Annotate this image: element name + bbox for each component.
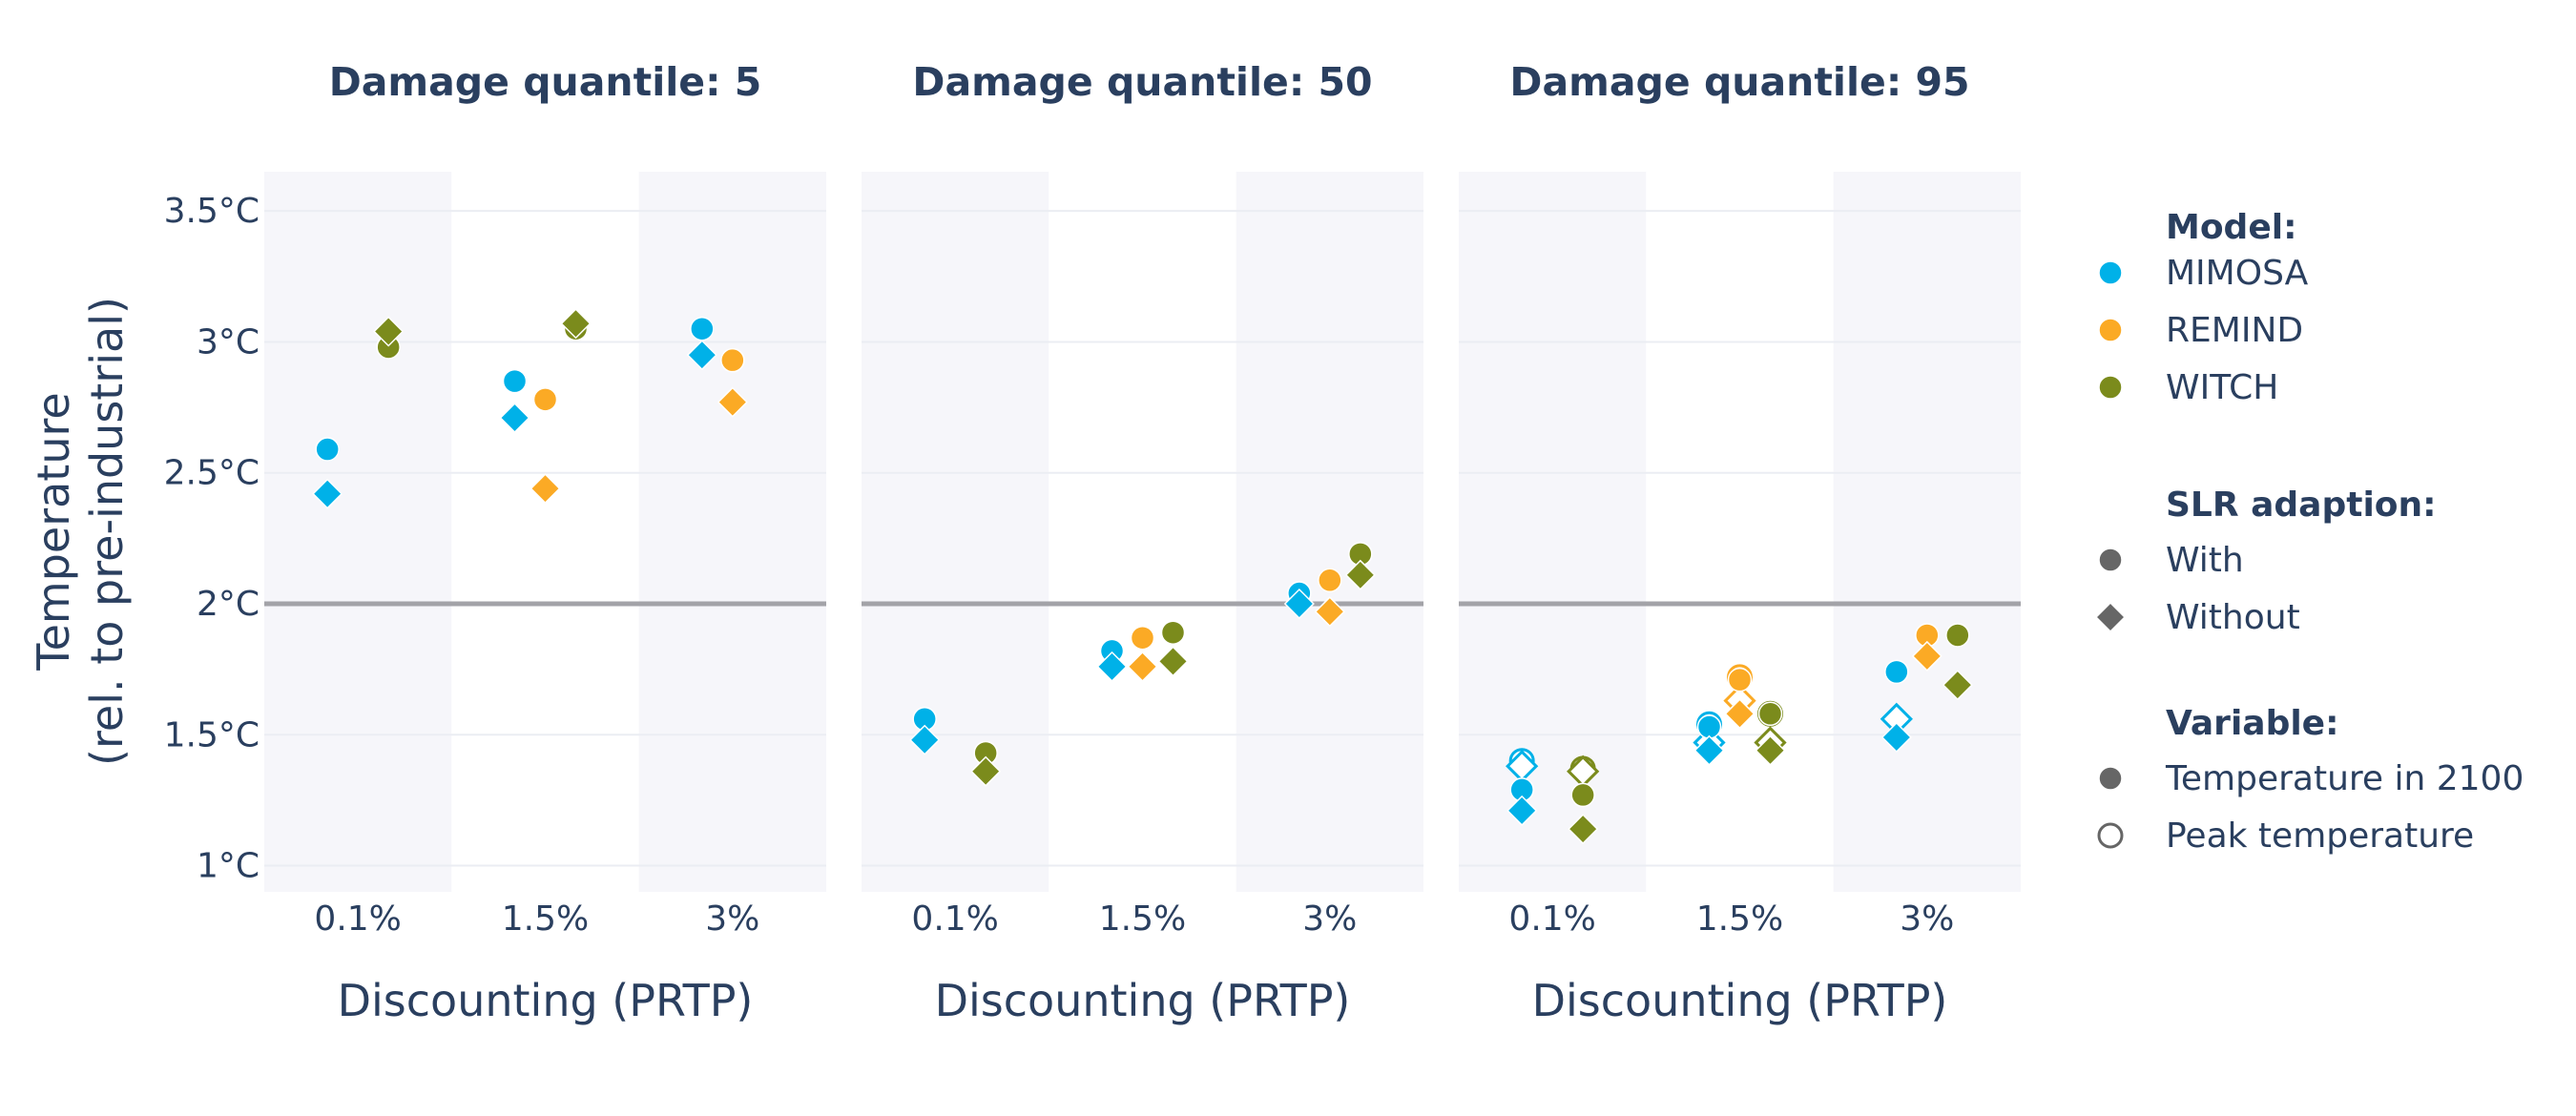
legend-item-label: REMIND [2166,311,2303,350]
legend-swatch-diamond [2094,601,2127,633]
data-point-remind [717,386,748,418]
category-band [1833,172,2021,892]
data-point-witch [970,755,1002,787]
legend-heading: Variable: [2166,704,2339,743]
x-tick-label: 0.1% [314,899,401,939]
y-tick-label: 1.5°C [164,715,260,754]
legend-item-label: Temperature in 2100 [2165,759,2524,798]
data-point-mimosa [1506,795,1538,826]
data-point-witch [373,316,405,347]
data-point-mimosa [686,340,717,371]
data-point-witch [1568,814,1599,845]
y-tick-label: 2°C [197,585,260,624]
y-axis-title-line: (rel. to pre-industrial) [81,297,133,766]
category-band [862,172,1049,892]
legend-item-label: MIMOSA [2166,254,2309,293]
legend-swatch-remind [2098,318,2123,342]
y-tick-label: 3.5°C [164,192,260,231]
data-point-mimosa [312,478,343,509]
legend-item-label: Without [2166,598,2300,637]
legend-swatch-circle [2098,548,2123,572]
category-band [1049,172,1236,892]
legend-swatch-mimosa [2098,260,2123,285]
data-point-mimosa [909,724,941,755]
data-point-mimosa [1283,588,1315,620]
legend-swatch-open [2097,822,2124,849]
data-point-witch [1570,782,1595,808]
data-point-remind [1724,698,1755,730]
panel-3: Damage quantile: 95 0.1% 1.5% 3% Discounting… [1459,59,2021,1026]
data-point-remind [720,347,745,373]
data-point-mimosa [1880,721,1912,754]
panel-title: Damage quantile: 5 [329,59,762,105]
legend-heading: Model: [2166,208,2296,247]
y-tick-label: 2.5°C [164,454,260,493]
data-points-layer [312,308,1973,845]
data-point-mimosa [1884,659,1909,685]
data-point-mimosa [690,316,715,341]
data-point-remind [532,387,558,412]
x-tick-label: 3% [1302,899,1357,939]
data-point-remind [1127,651,1158,682]
legend-swatch-witch [2098,375,2123,400]
data-point-witch [1160,620,1186,645]
x-axis-title: Discounting (PRTP) [935,975,1351,1026]
data-point-remind [1314,596,1345,628]
category-band [264,172,452,892]
x-tick-label: 1.5% [502,899,589,939]
y-axis-title-line: Temperature [28,392,79,671]
data-point-witch [1755,734,1786,766]
y-axis-title: Temperature(rel. to pre-industrial) [28,297,133,766]
x-axis-title: Discounting (PRTP) [1532,975,1948,1026]
category-band [451,172,639,892]
data-point-witch [560,308,592,340]
x-tick-label: 0.1% [911,899,998,939]
data-point-witch [1945,623,1970,648]
y-tick-label: 1°C [197,847,260,886]
legend-heading: SLR adaption: [2166,486,2437,525]
legend-item-label: Peak temperature [2166,816,2474,856]
data-point-remind [1130,625,1155,651]
data-point-mimosa [1693,734,1725,766]
panels-layer: Damage quantile: 5 0.1% 1.5% 3% Discounting … [164,59,2021,1026]
x-tick-label: 0.1% [1508,899,1595,939]
x-axis-title: Discounting (PRTP) [338,975,754,1026]
data-point-mimosa [315,437,340,462]
panel-title: Damage quantile: 50 [912,59,1372,105]
category-band [638,172,826,892]
category-band [1459,172,1647,892]
data-point-witch [1757,701,1783,727]
data-point-witch [1157,646,1189,677]
panel-title: Damage quantile: 95 [1509,59,1969,105]
data-point-mimosa [502,368,528,394]
data-point-remind [1318,568,1342,593]
legend: Model: MIMOSA REMIND WITCH SLR adaption: With… [2094,208,2524,856]
category-band [1646,172,1834,892]
legend-swatch-filled [2098,766,2123,791]
x-tick-label: 1.5% [1696,899,1783,939]
data-point-witch [1344,559,1376,590]
data-point-remind [530,473,561,505]
x-tick-label: 3% [1900,899,1954,939]
panel-1: Damage quantile: 5 0.1% 1.5% 3% Discounting … [264,59,826,1026]
legend-item-label: With [2166,541,2244,580]
x-tick-label: 3% [705,899,759,939]
data-point-mimosa [1096,651,1128,682]
data-point-remind [1727,667,1753,692]
x-tick-label: 1.5% [1099,899,1186,939]
data-point-mimosa [499,403,530,434]
category-band [1236,172,1423,892]
data-point-remind [1911,640,1942,672]
legend-item-label: WITCH [2166,368,2278,407]
data-point-witch [1942,670,1973,701]
y-tick-label: 3°C [197,322,260,362]
data-point-mimosa [1696,714,1722,739]
panel-2: Damage quantile: 50 0.1% 1.5% 3% Discounting… [862,59,1423,1026]
